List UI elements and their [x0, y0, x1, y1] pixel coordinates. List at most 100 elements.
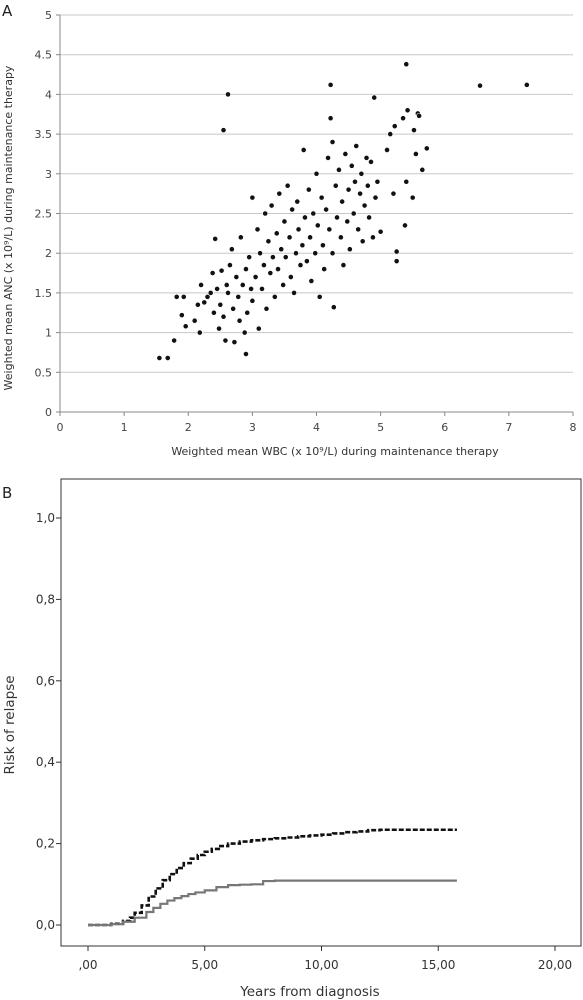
data-point: [252, 274, 259, 280]
data-point: [267, 270, 274, 276]
data-point: [196, 329, 203, 336]
data-point: [207, 289, 214, 296]
b-y-tick-label: 0,0: [36, 918, 55, 932]
data-point: [320, 242, 326, 249]
data-point: [368, 158, 374, 165]
data-point: [334, 214, 340, 221]
data-point: [204, 293, 211, 300]
data-point: [363, 155, 370, 161]
data-point: [412, 151, 419, 157]
data-point: [523, 81, 530, 88]
data-point: [210, 309, 217, 316]
data-point: [243, 266, 249, 272]
a-x-tick-label: 2: [185, 421, 192, 434]
data-point: [377, 228, 384, 235]
data-point: [291, 289, 297, 296]
data-point: [225, 289, 231, 296]
data-point: [218, 267, 225, 274]
data-point: [220, 127, 227, 134]
scatter-chart-a: 0 0.5 1 1.5 2 2.5 3 3.5 4 4.5 5 0 1 2 3 4 5 6 7 8 Weighted…: [2, 9, 577, 458]
data-point: [352, 178, 358, 185]
data-point: [327, 115, 334, 122]
a-x-tick-label: 8: [570, 421, 577, 434]
data-point: [225, 91, 231, 98]
data-point: [223, 282, 230, 288]
data-point: [178, 312, 185, 319]
data-point: [391, 123, 398, 130]
data-point: [346, 246, 353, 253]
a-y-tick-label: 4: [45, 88, 52, 101]
data-point: [182, 323, 189, 330]
a-y-tick-label: 0: [45, 406, 52, 419]
data-point: [156, 355, 163, 361]
data-point: [220, 313, 227, 320]
data-point: [387, 131, 394, 137]
data-point: [198, 282, 204, 288]
data-point: [370, 234, 376, 241]
data-point: [361, 202, 368, 209]
data-point: [329, 139, 336, 145]
a-y-axis-label: Weighted mean ANC (x 10⁹/L) during maint…: [2, 65, 15, 390]
data-point: [275, 266, 281, 272]
data-point: [409, 194, 416, 201]
data-point: [358, 170, 365, 177]
panel-b-letter: B: [2, 484, 12, 502]
b-series-lines: [88, 828, 457, 927]
data-point: [359, 238, 366, 245]
data-point: [227, 262, 233, 269]
data-point: [235, 293, 242, 300]
data-point: [248, 286, 254, 292]
data-point: [353, 143, 360, 149]
a-x-tick-label: 7: [505, 421, 512, 434]
data-point: [173, 293, 180, 300]
data-point: [364, 182, 371, 189]
data-point: [171, 337, 178, 344]
data-point: [312, 250, 319, 257]
data-point: [265, 238, 272, 245]
a-y-tick-label: 0.5: [35, 366, 53, 379]
data-point: [477, 82, 483, 89]
data-point: [327, 81, 334, 88]
data-point: [289, 206, 296, 213]
data-point: [366, 214, 372, 221]
b-x-tick-label: 20,00: [538, 958, 572, 972]
data-point: [307, 234, 313, 241]
data-point: [273, 230, 280, 237]
data-point: [194, 301, 201, 308]
data-point: [323, 206, 330, 213]
data-point: [400, 115, 406, 122]
b-x-tick-label: 15,00: [421, 958, 455, 972]
data-point: [302, 214, 308, 221]
data-point: [241, 329, 248, 336]
data-point: [259, 286, 265, 292]
a-x-tick-label: 5: [377, 421, 384, 434]
data-point: [340, 262, 347, 269]
data-point: [293, 250, 299, 257]
data-point: [374, 178, 381, 185]
data-point: [411, 127, 417, 134]
a-x-tick-label: 3: [249, 421, 256, 434]
data-point: [216, 325, 222, 332]
data-point: [246, 254, 253, 261]
a-x-tick-label: 0: [57, 421, 64, 434]
data-point: [303, 258, 310, 265]
data-point: [372, 194, 379, 201]
data-point: [269, 254, 276, 261]
data-point: [287, 274, 294, 280]
data-point: [318, 194, 325, 201]
series-line-solid: [88, 879, 457, 927]
a-x-tick-label: 6: [441, 421, 448, 434]
data-point: [326, 226, 333, 233]
b-plot-frame: [60, 478, 582, 947]
data-point: [286, 234, 293, 241]
b-x-ticks: ,00 5,00 10,00 15,00 20,00: [78, 946, 572, 972]
data-point: [201, 299, 208, 306]
a-y-tick-label: 3: [45, 168, 52, 181]
b-x-tick-label: 10,00: [304, 958, 338, 972]
data-point: [280, 282, 287, 288]
a-y-tick-label: 5: [45, 9, 52, 22]
data-point: [228, 246, 235, 253]
data-point: [261, 262, 267, 269]
data-point: [249, 194, 256, 201]
data-point: [337, 234, 344, 241]
